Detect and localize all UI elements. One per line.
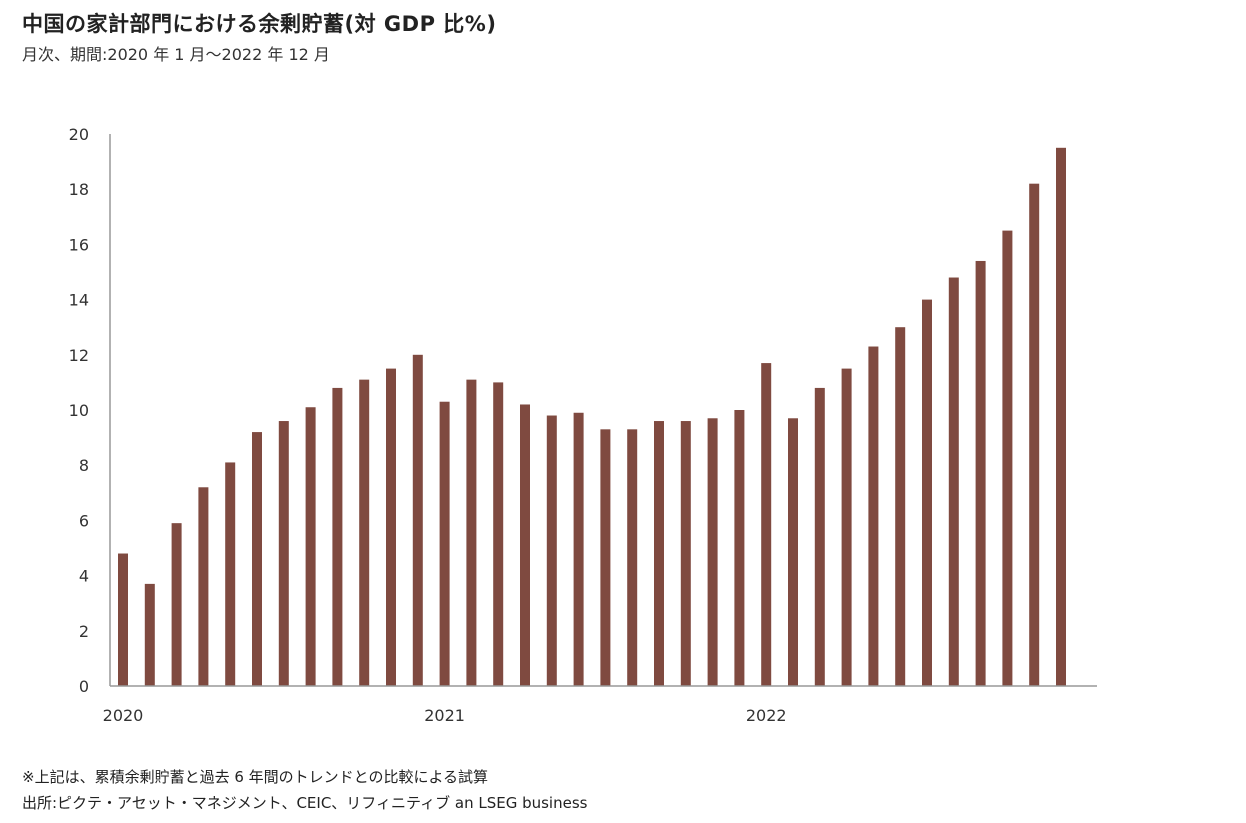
x-axis-ticks: 2020 2021 2022 [103, 706, 787, 725]
y-tick-label: 16 [69, 235, 89, 254]
bar [439, 401, 450, 686]
x-tick-label: 2022 [746, 706, 787, 725]
bar [520, 404, 530, 686]
x-tick-label: 2020 [103, 706, 144, 725]
y-tick-label: 12 [69, 346, 89, 365]
y-tick-label: 10 [69, 401, 89, 420]
bar [895, 327, 906, 686]
bar [359, 379, 370, 686]
bar [466, 379, 477, 686]
footnote: ※上記は、累積余剰貯蓄と過去 6 年間のトレンドとの比較による試算 [22, 768, 489, 786]
bar [788, 418, 798, 686]
bar [654, 421, 664, 686]
bar [707, 418, 718, 686]
bar [1002, 230, 1013, 686]
y-tick-label: 4 [79, 567, 89, 586]
bar [412, 354, 423, 686]
y-tick-label: 14 [69, 291, 89, 310]
bar [922, 299, 932, 686]
y-tick-label: 18 [69, 180, 89, 199]
bar [118, 553, 128, 686]
bar [734, 410, 745, 686]
bar [386, 368, 396, 686]
bar [573, 412, 584, 686]
y-tick-label: 2 [79, 622, 89, 641]
chart-title: 中国の家計部門における余剰貯蓄(対 GDP 比%) [22, 12, 497, 36]
bar [868, 346, 879, 686]
y-tick-label: 6 [79, 511, 89, 530]
x-tick-label: 2021 [424, 706, 465, 725]
bar [332, 387, 343, 686]
source-note: 出所:ピクテ・アセット・マネジメント、CEIC、リフィニティブ an LSEG … [22, 794, 588, 812]
bar [493, 382, 504, 686]
bar [144, 583, 155, 686]
bar [198, 487, 209, 686]
bar [814, 387, 825, 686]
bar [841, 368, 852, 686]
bar [171, 523, 182, 686]
bar [225, 462, 236, 686]
bar [278, 421, 289, 686]
bar [305, 407, 316, 686]
y-tick-label: 0 [79, 677, 89, 696]
bar [680, 421, 691, 686]
bar [948, 277, 959, 686]
chart-subtitle: 月次、期間:2020 年 1 月〜2022 年 12 月 [22, 45, 330, 64]
bar [761, 363, 772, 686]
bar [252, 432, 262, 686]
bar [627, 429, 638, 686]
y-tick-label: 20 [69, 125, 89, 144]
y-tick-label: 8 [79, 456, 89, 475]
y-axis-ticks: 0 2 4 6 8 10 12 14 16 18 20 [69, 125, 89, 696]
bar [600, 429, 611, 686]
bar [975, 260, 986, 686]
bar [546, 415, 557, 686]
bar [1056, 147, 1066, 687]
bar [1029, 183, 1040, 686]
bars-group [118, 147, 1066, 687]
